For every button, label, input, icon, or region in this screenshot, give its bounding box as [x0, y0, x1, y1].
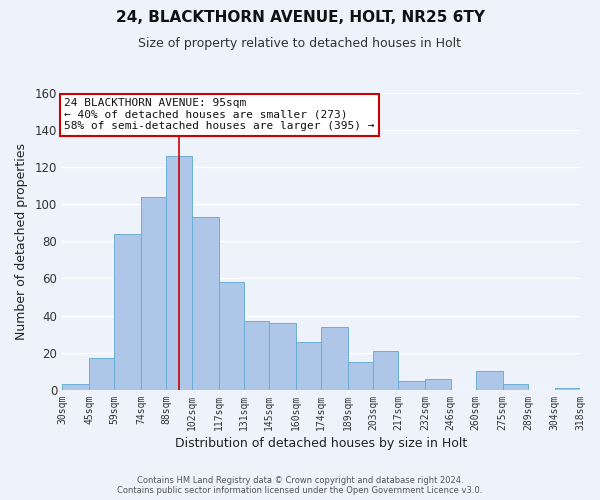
Text: Contains HM Land Registry data © Crown copyright and database right 2024.
Contai: Contains HM Land Registry data © Crown c… [118, 476, 482, 495]
Text: Size of property relative to detached houses in Holt: Size of property relative to detached ho… [139, 38, 461, 51]
Bar [218, 282, 244, 390]
Bar [398, 380, 425, 390]
Text: 24 BLACKTHORN AVENUE: 95sqm
← 40% of detached houses are smaller (273)
58% of se: 24 BLACKTHORN AVENUE: 95sqm ← 40% of det… [64, 98, 374, 132]
Bar [166, 156, 191, 390]
Bar [89, 358, 115, 390]
Bar [555, 388, 580, 390]
Bar [269, 323, 296, 390]
X-axis label: Distribution of detached houses by size in Holt: Distribution of detached houses by size … [175, 437, 467, 450]
Bar [476, 372, 503, 390]
Bar [348, 362, 373, 390]
Bar [296, 342, 321, 390]
Bar [503, 384, 528, 390]
Bar [425, 379, 451, 390]
Bar [115, 234, 141, 390]
Bar [373, 351, 398, 390]
Bar [191, 217, 218, 390]
Y-axis label: Number of detached properties: Number of detached properties [15, 142, 28, 340]
Bar [244, 321, 269, 390]
Text: 24, BLACKTHORN AVENUE, HOLT, NR25 6TY: 24, BLACKTHORN AVENUE, HOLT, NR25 6TY [115, 10, 485, 25]
Bar [141, 196, 166, 390]
Bar [62, 384, 89, 390]
Bar [321, 326, 348, 390]
